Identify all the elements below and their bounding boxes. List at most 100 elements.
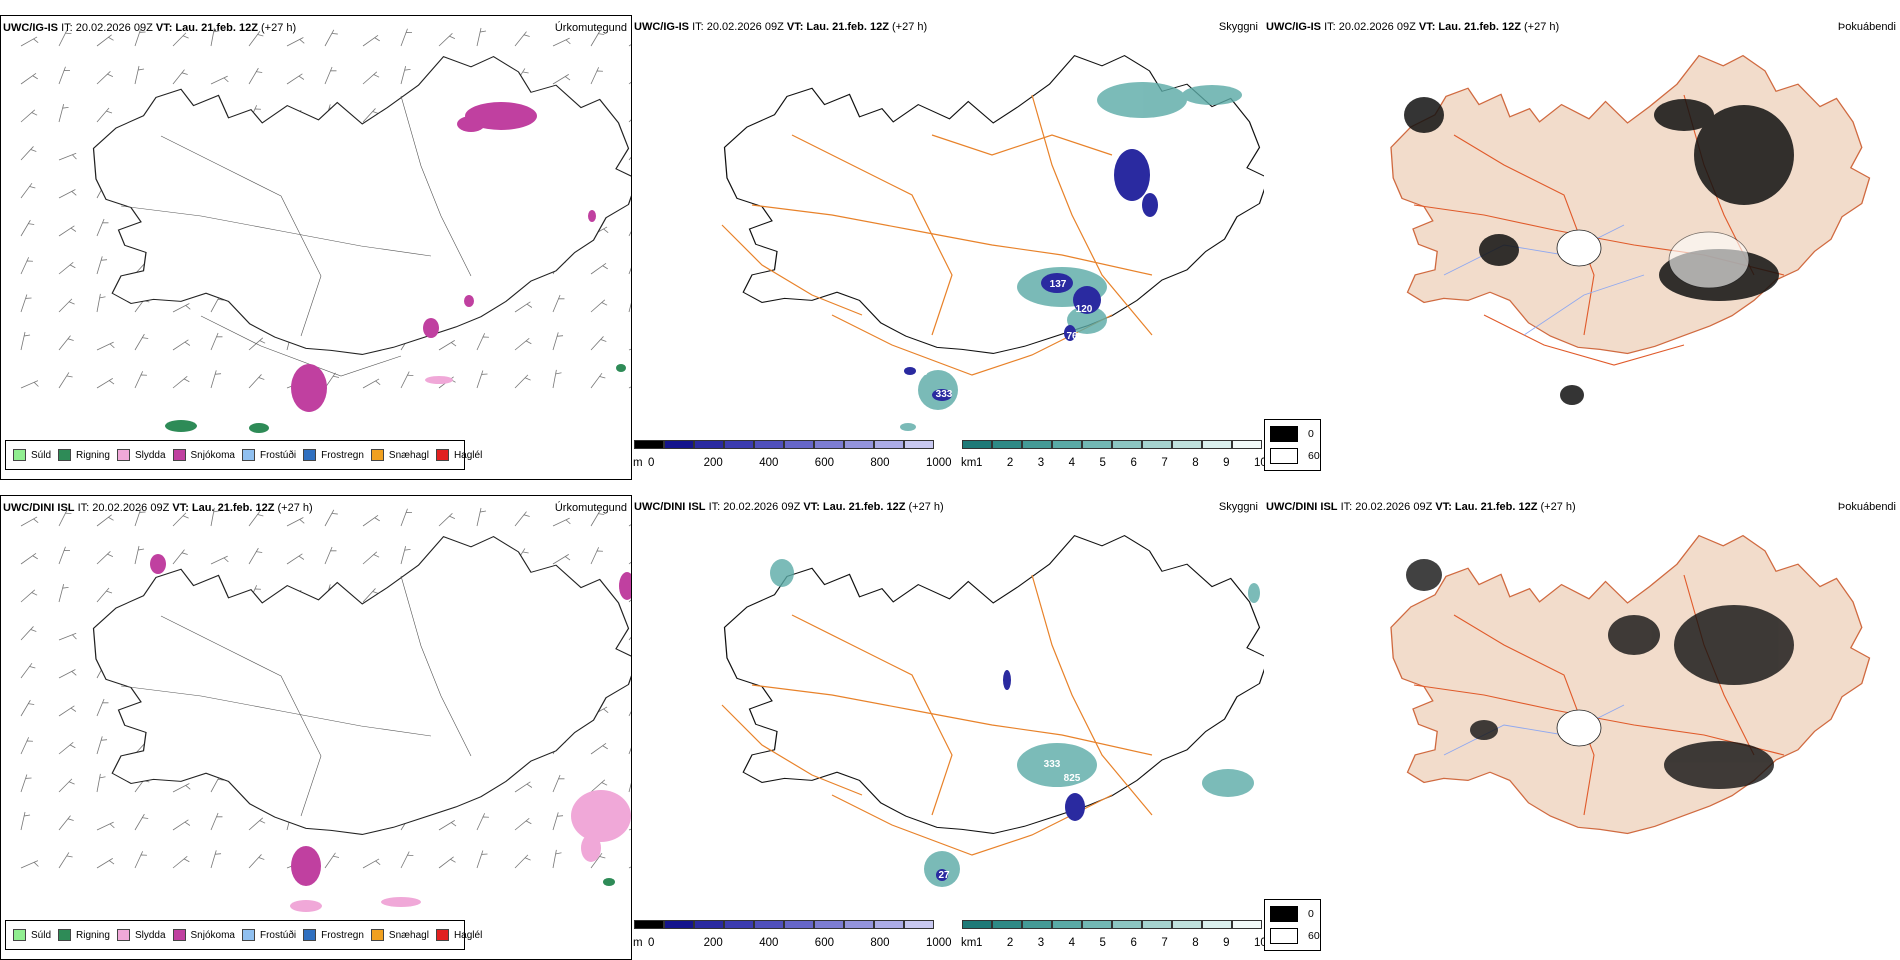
visibility-bar-tick: 1 — [976, 937, 983, 949]
panel-visibility-top: UWC/IG-IS IT: 20.02.2026 09Z VT: Lau. 21… — [632, 15, 1264, 480]
wind-barb — [96, 378, 115, 389]
ceiling-label: 333 — [936, 389, 953, 400]
wind-barb — [514, 817, 532, 831]
iceland-coastline — [92, 55, 631, 356]
snow-areas — [291, 102, 596, 412]
wind-barb — [58, 546, 71, 565]
visibility-bar-tick: 10 — [1254, 457, 1264, 469]
legend-item: Slydda — [116, 449, 166, 461]
lead-time: (+27 h) — [908, 501, 944, 513]
wind-barb — [248, 510, 264, 527]
visibility-bar-segment — [1112, 440, 1142, 449]
wind-barb — [134, 508, 146, 527]
panel-header: UWC/DINI ISL IT: 20.02.2026 09Z VT: Lau.… — [634, 501, 944, 513]
wind-barb — [286, 73, 305, 85]
wind-barb — [172, 819, 191, 831]
lead-time: (+27 h) — [277, 502, 313, 514]
wind-barb — [400, 371, 414, 389]
wind-barb — [172, 32, 189, 47]
wind-barb — [20, 774, 32, 793]
legend-item: Snjókoma — [172, 929, 235, 941]
visibility-map: 137 120 76 95 333 — [721, 54, 1264, 431]
wind-barb — [552, 332, 564, 351]
valid-time: Lau. 21.feb. 12Z — [1438, 21, 1521, 33]
visibility-bar-tick: 4 — [1068, 457, 1076, 469]
legend-label: Slydda — [134, 929, 166, 941]
wind-barb — [20, 36, 39, 47]
wind-barb — [552, 74, 571, 85]
ceiling-bar-segment — [664, 920, 694, 929]
wind-barb — [20, 860, 39, 869]
wind-barb — [210, 775, 224, 793]
panel-visibility-bottom: UWC/DINI ISL IT: 20.02.2026 09Z VT: Lau.… — [632, 495, 1264, 960]
panel-title: Úrkomutegund — [554, 502, 627, 514]
fog-map — [1390, 54, 1871, 405]
panel-title: Skyggni — [1218, 501, 1258, 513]
panel-precip-type-top: UWC/IG-IS IT: 20.02.2026 09Z VT: Lau. 21… — [0, 15, 632, 480]
wind-barb — [514, 31, 530, 47]
visibility-bar-tick: 2 — [1006, 457, 1014, 469]
wind-barb — [20, 182, 36, 199]
wind-barb — [628, 145, 631, 161]
legend-swatch — [241, 449, 255, 461]
valid-time-label: VT: — [155, 22, 173, 34]
wind-barb — [20, 331, 31, 351]
wind-barb — [96, 256, 108, 275]
legend-label: Haglél — [453, 929, 483, 941]
init-time: IT: 20.02.2026 09Z — [77, 502, 170, 514]
model-name: UWC/DINI ISL — [1266, 501, 1338, 513]
wind-barb — [20, 662, 36, 679]
ceiling-bar-tick: 0 — [648, 937, 655, 949]
wind-barb — [172, 512, 189, 527]
fog-map — [1390, 534, 1871, 835]
legend-label: Snæhagl — [388, 929, 429, 941]
wind-barb — [248, 374, 265, 389]
legend-swatch — [58, 449, 72, 461]
road-network — [721, 574, 1153, 856]
wind-barb — [476, 813, 489, 831]
visibility-bar-tick: 5 — [1099, 457, 1106, 469]
wind-barb — [210, 812, 223, 831]
valid-time-label: VT: — [786, 21, 804, 33]
legend-item: Frostúði — [241, 449, 297, 461]
legend-item: Haglél — [435, 449, 482, 461]
legend-label: Snæhagl — [388, 449, 429, 461]
wind-barb — [96, 821, 115, 831]
lead-time: (+27 h) — [261, 22, 297, 34]
valid-time: Lau. 21.feb. 12Z — [822, 501, 906, 513]
panel-fog-top: UWC/IG-IS IT: 20.02.2026 09Z VT: Lau. 21… — [1264, 15, 1896, 480]
wind-barb — [628, 736, 631, 755]
wind-barb — [362, 34, 380, 47]
iceland-coastline — [1390, 534, 1871, 835]
fog-legend-row: 60 — [1270, 928, 1320, 944]
ceiling-bar-tick: 200 — [703, 937, 723, 949]
wind-barb — [172, 69, 188, 85]
wind-barb — [210, 332, 223, 351]
wind-barb — [96, 293, 106, 313]
legend-label: Slydda — [134, 449, 166, 461]
legend-swatch — [13, 449, 26, 461]
wind-barb — [96, 218, 109, 237]
wind-barb — [590, 29, 605, 47]
wind-barb — [210, 507, 220, 527]
init-time: IT: 20.02.2026 09Z — [1324, 21, 1416, 33]
wind-barb — [514, 511, 530, 527]
wind-barb — [58, 189, 77, 199]
wind-barb — [286, 517, 305, 527]
glaciers — [1556, 229, 1750, 289]
legend-swatch — [435, 449, 449, 461]
legend-label: Frostúði — [259, 449, 297, 461]
wind-barb — [476, 333, 489, 351]
legend-label: Frostúði — [259, 929, 297, 941]
wind-barb — [58, 632, 77, 641]
legend-label: Snjókoma — [190, 449, 235, 461]
visibility-bar-tick: 5 — [1099, 937, 1106, 949]
ceiling-label: 95 — [916, 367, 928, 378]
fog-legend-label: 60 — [1308, 930, 1320, 942]
wind-barb — [58, 66, 71, 85]
sleet-areas — [425, 376, 453, 384]
model-name: UWC/DINI ISL — [3, 502, 75, 514]
ceiling-bar-segment — [724, 440, 754, 449]
wind-barb — [96, 341, 115, 351]
panel-header: UWC/IG-IS IT: 20.02.2026 09Z VT: Lau. 21… — [1266, 21, 1559, 33]
